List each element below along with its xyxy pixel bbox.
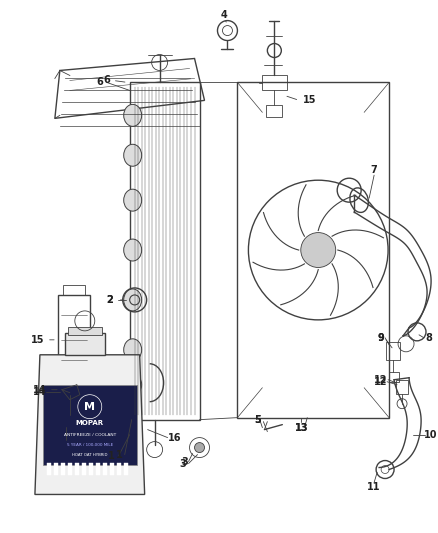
Text: 12: 12 [374,377,388,387]
Ellipse shape [124,289,141,311]
Text: 3: 3 [181,457,188,466]
Bar [124,463,128,474]
Text: MOPAR: MOPAR [76,419,104,426]
Bar [117,463,121,474]
Bar [47,463,51,474]
Bar [266,106,283,117]
Circle shape [301,232,336,268]
Text: 9: 9 [378,333,385,343]
Bar [262,76,287,91]
Text: 5 YEAR / 100,000 MILE: 5 YEAR / 100,000 MILE [67,442,113,447]
Text: ANTIFREEZE / COOLANT: ANTIFREEZE / COOLANT [64,433,116,437]
Bar [66,379,76,395]
Bar [237,83,389,418]
Bar [130,83,200,419]
Text: 14: 14 [33,385,47,395]
Bar [58,295,90,379]
Text: 7: 7 [371,165,378,175]
Text: 14: 14 [33,387,47,397]
Bar [68,463,72,474]
Ellipse shape [124,104,141,126]
Circle shape [194,442,205,453]
Bar [61,463,65,474]
Text: 13: 13 [294,423,308,433]
Bar [96,463,100,474]
Text: 15: 15 [303,95,316,106]
Text: 13: 13 [294,423,308,433]
Ellipse shape [124,374,141,395]
Bar [68,327,102,335]
Bar [75,463,79,474]
Ellipse shape [124,189,141,211]
Text: 5: 5 [254,415,261,425]
Text: 15: 15 [31,335,45,345]
Bar [103,463,107,474]
Text: 6: 6 [96,77,103,87]
Ellipse shape [124,239,141,261]
Text: 4: 4 [221,10,228,20]
Text: 10: 10 [424,430,438,440]
Bar [63,285,85,295]
Bar [110,463,114,474]
Ellipse shape [124,144,141,166]
Text: 5: 5 [254,415,261,425]
Text: 1: 1 [117,449,123,459]
Bar [89,463,93,474]
Text: 1: 1 [108,450,115,461]
Text: 16: 16 [168,433,181,442]
Bar [82,463,86,474]
Bar [396,379,408,394]
Polygon shape [35,355,145,495]
Text: 11: 11 [367,482,381,492]
Text: M: M [84,402,95,411]
Bar [386,342,400,360]
Ellipse shape [124,339,141,361]
Bar [43,385,137,465]
Text: 2: 2 [106,295,113,305]
Bar [54,463,58,474]
Text: 8: 8 [426,333,432,343]
Text: HOAT OAT HYBRID: HOAT OAT HYBRID [72,453,108,457]
Bar [63,415,77,426]
Text: 6: 6 [103,76,110,85]
Bar [65,333,105,355]
Text: 3: 3 [179,458,186,469]
Text: 2: 2 [106,295,113,305]
Circle shape [78,395,102,418]
Text: 9: 9 [378,333,385,343]
Bar [389,372,399,382]
Text: 12: 12 [374,375,388,385]
